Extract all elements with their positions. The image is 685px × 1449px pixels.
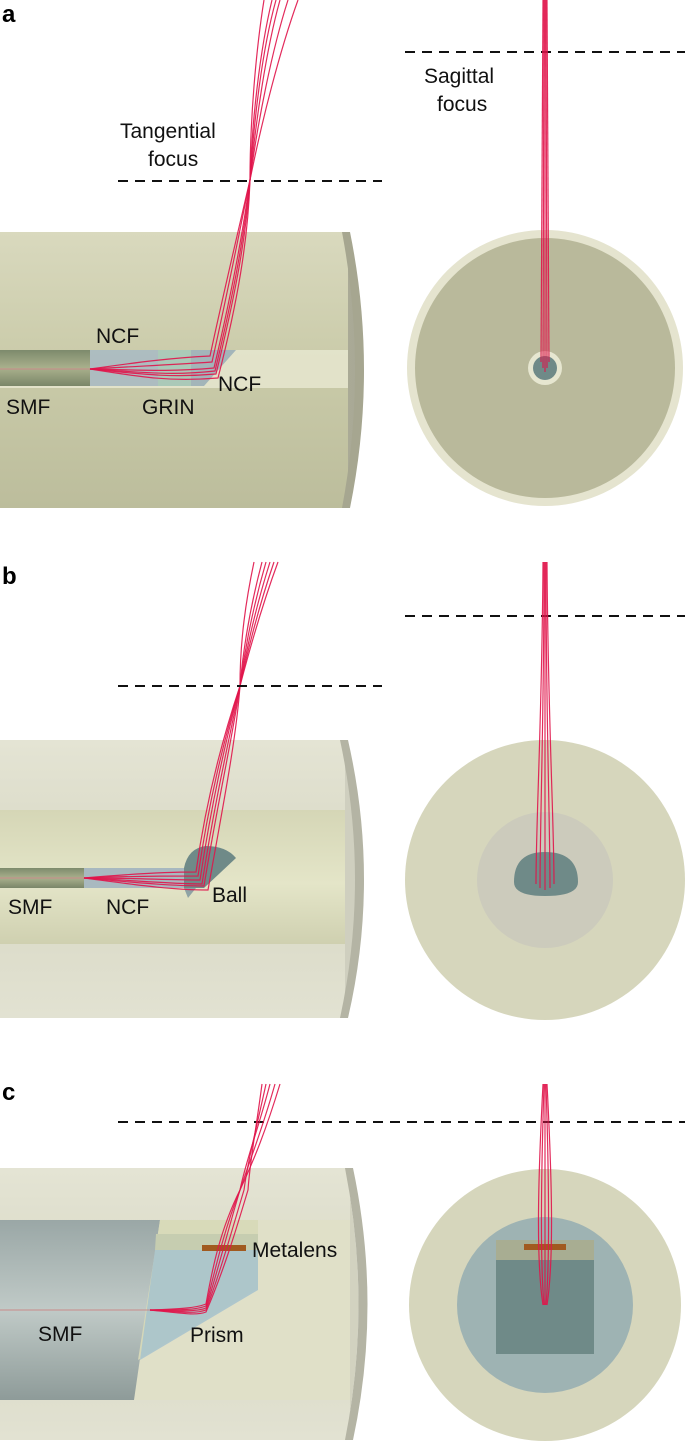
- label-metalens: Metalens: [252, 1239, 337, 1262]
- smf-segment: [0, 350, 90, 386]
- rays-a-front: [540, 0, 550, 372]
- panel-b: b SMF NCF Ball: [0, 561, 685, 1020]
- rays-a-side: [89, 0, 299, 381]
- label-ncf-b: NCF: [106, 896, 149, 919]
- label-ncf-top: NCF: [96, 325, 139, 348]
- prism: [140, 1250, 258, 1360]
- grin-segment: [158, 350, 191, 386]
- label-grin: GRIN: [142, 396, 195, 419]
- tangential-focus-label-2: focus: [148, 148, 198, 171]
- panel-a: a Tangential focus Sagittal focus: [0, 0, 685, 508]
- ball-lens: [184, 846, 236, 888]
- sagittal-focus-label-2: focus: [437, 93, 487, 116]
- rays-c-front: [537, 1083, 553, 1306]
- panel-letter-c: c: [2, 1079, 15, 1106]
- label-ncf-right: NCF: [218, 373, 261, 396]
- label-smf-a: SMF: [6, 396, 50, 419]
- label-prism: Prism: [190, 1324, 244, 1347]
- label-ball: Ball: [212, 884, 247, 907]
- panel-letter-b: b: [2, 563, 17, 590]
- label-smf-c: SMF: [38, 1323, 82, 1346]
- panel-letter-a: a: [2, 1, 16, 28]
- fiber-probe-side-view-b: [0, 740, 364, 1018]
- tangential-focus-label-1: Tangential: [120, 120, 216, 143]
- rays-b-side: [83, 561, 279, 891]
- cross-section-c: [409, 1083, 681, 1441]
- cross-section-a: [407, 0, 683, 506]
- ball-lens-face: [514, 852, 578, 896]
- label-smf-b: SMF: [8, 896, 52, 919]
- sagittal-focus-label-1: Sagittal: [424, 65, 494, 88]
- panel-c: c Metalens SMF Prism: [0, 1079, 685, 1441]
- tube-end-face: [340, 740, 364, 1018]
- fiber-probe-side-view-c: [0, 1168, 368, 1440]
- rays-c-side: [149, 1083, 281, 1315]
- tube-end-face: [345, 1168, 368, 1440]
- tube-end-face: [342, 232, 364, 508]
- rays-b-front: [535, 561, 555, 891]
- cross-section-b: [405, 561, 685, 1020]
